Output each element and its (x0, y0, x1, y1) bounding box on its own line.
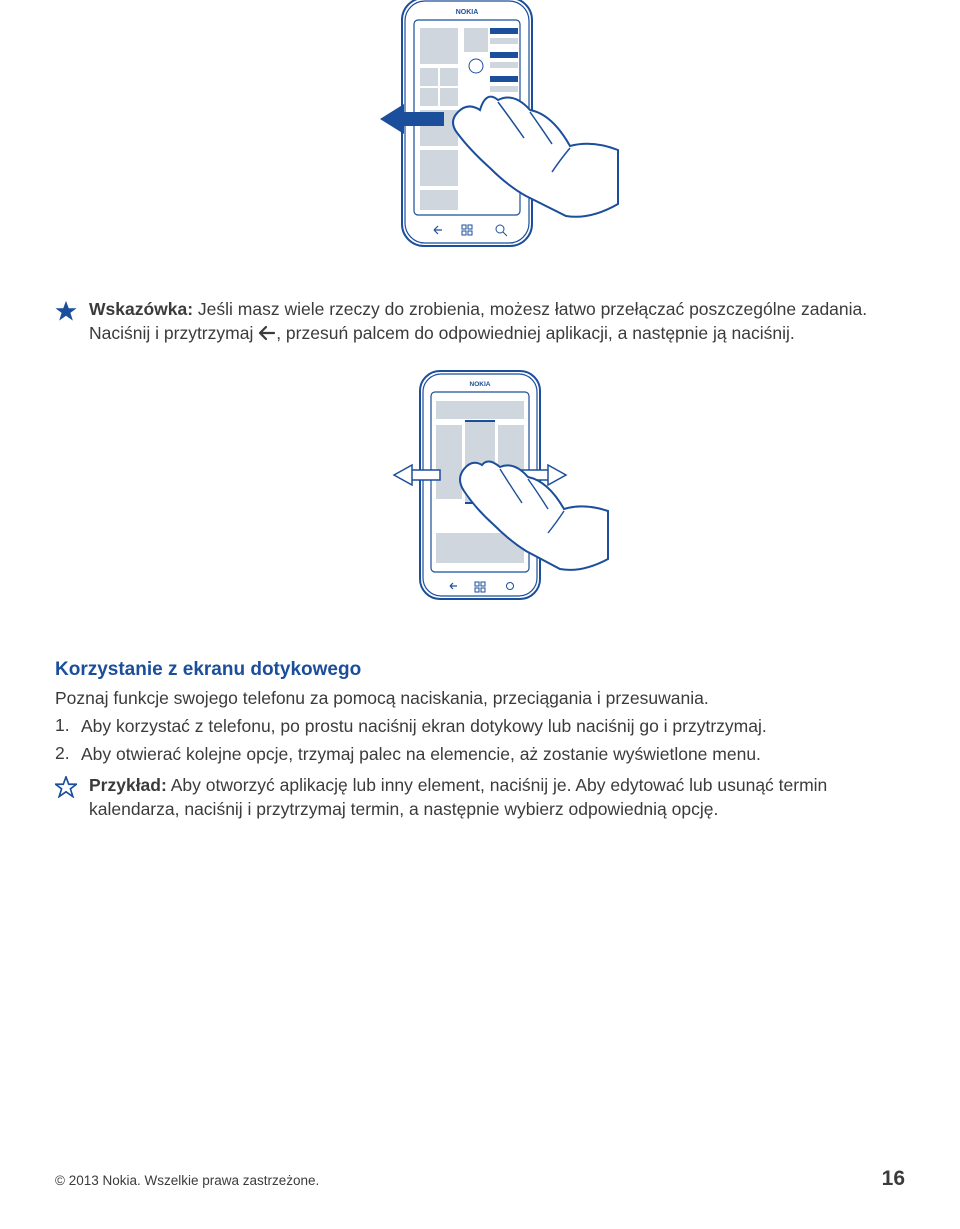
page-number: 16 (882, 1167, 905, 1191)
step-row: 1. Aby korzystać z telefonu, po prostu n… (55, 715, 905, 739)
star-icon (55, 300, 77, 322)
tip-text: Wskazówka: Jeśli masz wiele rzeczy do zr… (89, 298, 905, 345)
illustration-tap-pan: NOKIA (55, 365, 905, 635)
example-text: Przykład: Aby otworzyć aplikację lub inn… (89, 774, 905, 821)
footer-copyright: © 2013 Nokia. Wszelkie prawa zastrzeżone… (55, 1173, 319, 1188)
section-intro: Poznaj funkcje swojego telefonu za pomoc… (55, 687, 905, 711)
illustration-swipe-left: NOKIA (55, 0, 905, 280)
phone-tap-illustration: NOKIA (330, 365, 630, 635)
page-footer: © 2013 Nokia. Wszelkie prawa zastrzeżone… (55, 1167, 905, 1191)
tip-label: Wskazówka: (89, 299, 193, 319)
step-text: Aby korzystać z telefonu, po prostu naci… (81, 715, 767, 739)
phone-swipe-illustration: NOKIA (330, 0, 630, 280)
tip-block: Wskazówka: Jeśli masz wiele rzeczy do zr… (55, 298, 905, 345)
star-outline-icon (55, 776, 77, 798)
step-number: 2. (55, 743, 73, 767)
example-block: Przykład: Aby otworzyć aplikację lub inn… (55, 774, 905, 821)
step-row: 2. Aby otwierać kolejne opcje, trzymaj p… (55, 743, 905, 767)
example-label: Przykład: (89, 775, 167, 795)
nokia-brand: NOKIA (456, 9, 479, 16)
back-arrow-icon (258, 325, 276, 341)
step-number: 1. (55, 715, 73, 739)
section-heading: Korzystanie z ekranu dotykowego (55, 659, 905, 681)
nokia-brand: NOKIA (470, 381, 491, 388)
step-text: Aby otwierać kolejne opcje, trzymaj pale… (81, 743, 761, 767)
